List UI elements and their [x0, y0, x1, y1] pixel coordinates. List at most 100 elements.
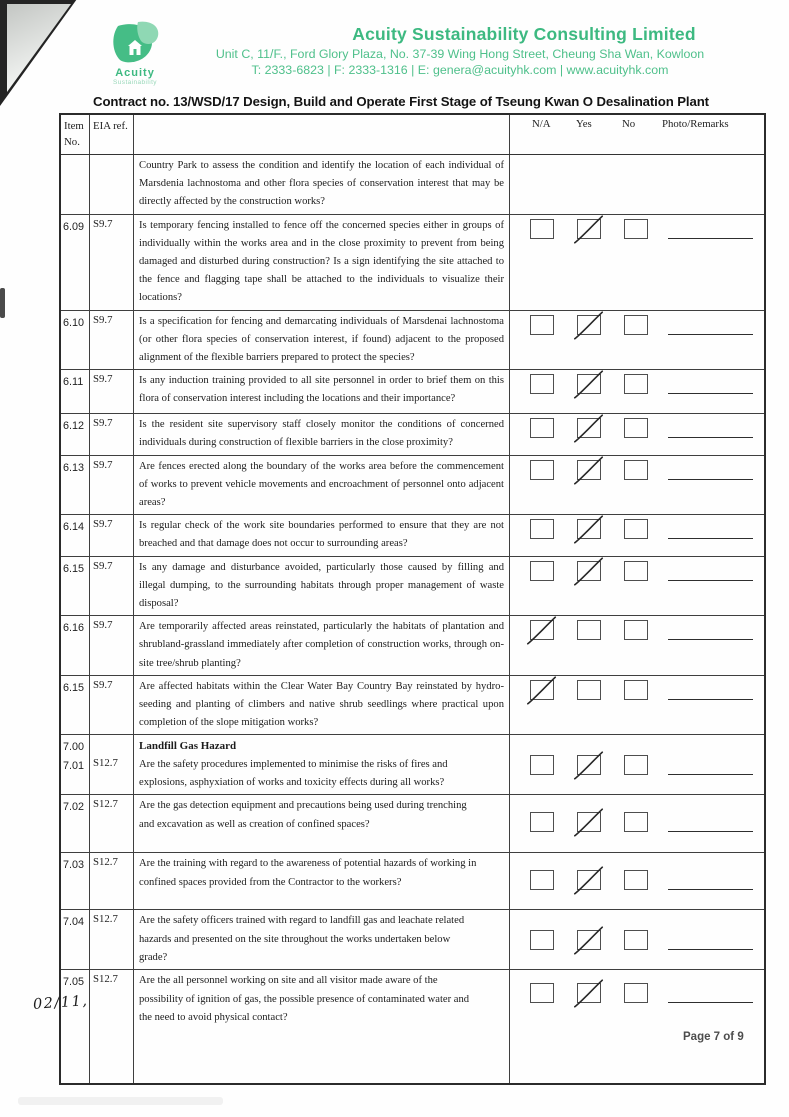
scan-smudge: [0, 288, 5, 318]
answers-cell: [510, 910, 764, 969]
checkbox-no[interactable]: [624, 374, 648, 395]
check-slash-mark: [573, 515, 604, 544]
eia-ref-cell: S9.7: [90, 556, 134, 616]
answers-cell: [510, 155, 764, 214]
remarks-line[interactable]: [668, 889, 753, 891]
checkbox-no[interactable]: [624, 679, 648, 700]
checkbox-no[interactable]: [624, 218, 648, 239]
checkbox-na[interactable]: [530, 218, 554, 239]
checkbox-no[interactable]: [624, 755, 648, 776]
answers-cell: [510, 370, 764, 413]
checkbox-yes[interactable]: [573, 515, 604, 544]
remarks-line[interactable]: [668, 437, 753, 439]
checkbox-yes[interactable]: [573, 557, 604, 586]
check-slash-mark: [573, 808, 604, 838]
table-row: 7.03 S12.7 Are the training with regard to…: [61, 853, 764, 911]
remarks-line[interactable]: [668, 639, 753, 641]
contract-title: Contract no. 13/WSD/17 Design, Build and…: [93, 94, 709, 109]
leaf-icon: [113, 21, 159, 63]
remarks-line[interactable]: [668, 949, 753, 951]
checkbox-yes[interactable]: [573, 979, 604, 1009]
table-row: 6.09 S9.7 Is temporary fencing installed t…: [61, 214, 764, 311]
table-row: 7.05 S12.7 Are the all personnel working o…: [61, 970, 764, 1084]
checkbox-na[interactable]: [530, 519, 554, 540]
table-row: 6.12 S9.7 Is the resident site supervisory…: [61, 414, 764, 456]
eia-ref-cell: S9.7: [90, 675, 134, 735]
item-no-cell: 6.14: [61, 515, 90, 556]
remarks-line[interactable]: [668, 538, 753, 540]
question-cell: Are temporarily affected areas reinstate…: [134, 616, 510, 675]
remarks-line[interactable]: [668, 478, 753, 480]
checkbox-no[interactable]: [624, 314, 648, 335]
check-slash-mark: [573, 311, 604, 340]
question-cell: Is a specification for fencing and demar…: [134, 310, 510, 370]
checkbox-yes[interactable]: [573, 370, 604, 399]
answers-cell: [510, 215, 764, 310]
checkbox-no[interactable]: [624, 459, 648, 480]
answers-cell: [510, 557, 764, 616]
question-cell: Are the all personnel working on site an…: [134, 970, 510, 1084]
checkbox-yes[interactable]: [573, 456, 604, 485]
checklist-table: Item No. EIA ref. N/A Yes No Photo/Remar…: [59, 113, 766, 1086]
eia-ref-cell: S12.7: [90, 735, 134, 795]
check-slash-mark: [526, 616, 557, 645]
answers-cell: [510, 853, 764, 909]
checkbox-na[interactable]: [526, 676, 557, 705]
checklist-rows: Country Park to assess the condition and…: [61, 155, 764, 1084]
checkbox-yes[interactable]: [577, 620, 601, 641]
checkbox-na[interactable]: [526, 616, 557, 645]
section-heading: Landfill Gas Hazard: [139, 740, 237, 753]
question-cell: Are the gas detection equipment and prec…: [134, 795, 510, 853]
table-row: 7.04 S12.7 Are the safety officers trained…: [61, 910, 764, 971]
check-slash-mark: [526, 676, 557, 705]
eia-ref-cell: S9.7: [90, 310, 134, 370]
checkbox-na[interactable]: [530, 314, 554, 335]
answers-cell: [510, 676, 764, 735]
checkbox-na[interactable]: [530, 983, 554, 1004]
header-question: [134, 115, 510, 154]
checkbox-yes[interactable]: [573, 311, 604, 340]
item-no-cell: 6.15: [61, 675, 90, 735]
scan-corner-artifact: [0, 0, 77, 106]
remarks-line[interactable]: [668, 579, 753, 581]
checkbox-na[interactable]: [530, 418, 554, 439]
checkbox-no[interactable]: [624, 519, 648, 540]
checkbox-na[interactable]: [530, 755, 554, 776]
remarks-line[interactable]: [668, 698, 753, 700]
remarks-line[interactable]: [668, 237, 753, 239]
remarks-line[interactable]: [668, 774, 753, 776]
checkbox-no[interactable]: [624, 930, 648, 951]
item-no-cell: [61, 155, 90, 214]
check-slash-mark: [573, 557, 604, 586]
checkbox-yes[interactable]: [573, 215, 604, 244]
checkbox-no[interactable]: [624, 418, 648, 439]
checkbox-na[interactable]: [530, 870, 554, 891]
checkbox-na[interactable]: [530, 459, 554, 480]
remarks-line[interactable]: [668, 393, 753, 395]
checkbox-no[interactable]: [624, 812, 648, 833]
table-row: Country Park to assess the condition and…: [61, 155, 764, 215]
checkbox-yes[interactable]: [573, 926, 604, 956]
checkbox-no[interactable]: [624, 560, 648, 581]
checkbox-yes[interactable]: [573, 414, 604, 443]
check-slash-mark: [573, 926, 604, 956]
remarks-line[interactable]: [668, 333, 753, 335]
checkbox-na[interactable]: [530, 374, 554, 395]
item-no-cell: 7.03: [61, 853, 90, 910]
checkbox-na[interactable]: [530, 812, 554, 833]
remarks-line[interactable]: [668, 831, 753, 833]
checkbox-yes[interactable]: [573, 751, 604, 781]
checkbox-na[interactable]: [530, 930, 554, 951]
item-no-cell: 6.12: [61, 414, 90, 455]
checkbox-no[interactable]: [624, 870, 648, 891]
checkbox-yes[interactable]: [573, 866, 604, 896]
table-row: 6.14 S9.7 Is regular check of the work sit…: [61, 515, 764, 557]
checkbox-no[interactable]: [624, 983, 648, 1004]
eia-ref-cell: S9.7: [90, 370, 134, 414]
question-cell: Is any damage and disturbance avoided, p…: [134, 556, 510, 616]
checkbox-yes[interactable]: [573, 808, 604, 838]
checkbox-no[interactable]: [624, 620, 648, 641]
checkbox-na[interactable]: [530, 560, 554, 581]
remarks-line[interactable]: [668, 1002, 753, 1004]
checkbox-yes[interactable]: [577, 679, 601, 700]
